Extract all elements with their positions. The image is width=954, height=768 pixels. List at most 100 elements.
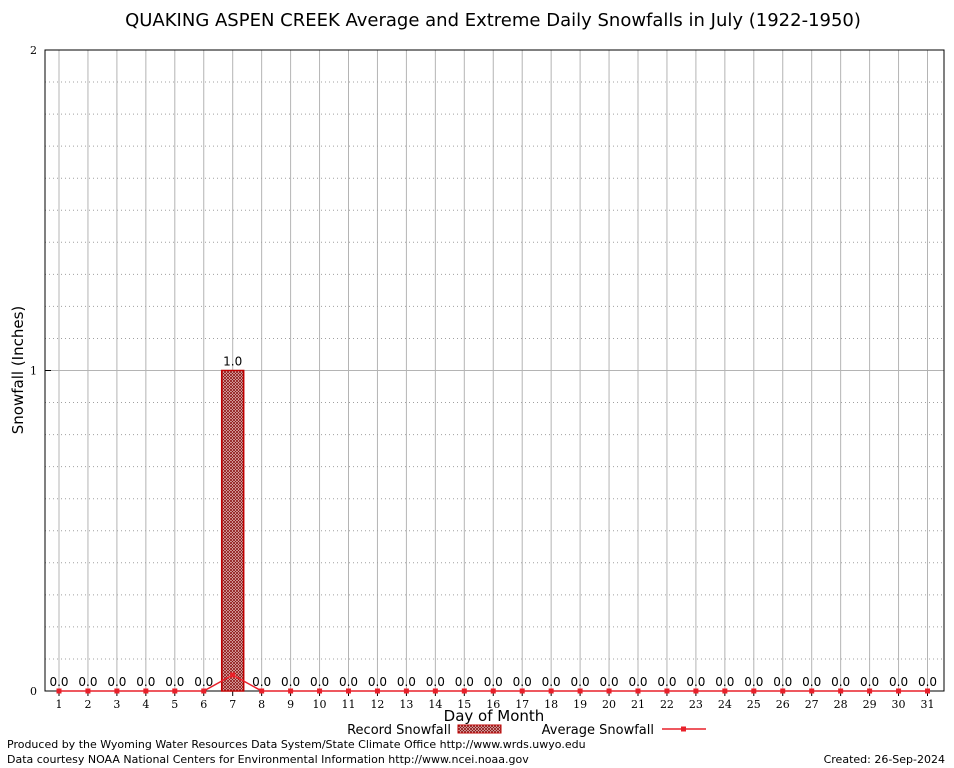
average-point: [288, 688, 294, 694]
record-value-label: 0.0: [310, 675, 329, 689]
average-point: [925, 688, 930, 694]
record-value-label: 0.0: [686, 675, 705, 689]
average-point: [519, 688, 525, 694]
x-tick-label: 25: [747, 698, 761, 711]
x-tick-label: 3: [113, 698, 120, 711]
x-tick-label: 29: [863, 698, 877, 711]
x-tick-label: 21: [631, 698, 645, 711]
x-tick-label: 31: [921, 698, 935, 711]
x-tick-label: 30: [892, 698, 906, 711]
x-tick-label: 17: [515, 698, 529, 711]
record-value-label: 0.0: [918, 675, 937, 689]
record-value-label: 0.0: [715, 675, 734, 689]
record-value-label: 0.0: [831, 675, 850, 689]
average-point: [432, 688, 438, 694]
average-point: [664, 688, 670, 694]
record-bar: [220, 369, 245, 692]
average-point: [403, 688, 409, 694]
data-labels: 0.0 0.0 0.0 0.0 0.0 0.0 1.0 0.0 0.0 0.0 0.0 0.0 0.0 0…: [49, 355, 937, 690]
record-value-label: 0.0: [542, 675, 561, 689]
record-bars: [220, 369, 245, 692]
x-tick-label: 13: [399, 698, 413, 711]
legend-record-swatch: [457, 724, 502, 734]
average-point: [490, 688, 496, 694]
x-tick-label: 19: [573, 698, 587, 711]
record-value-label: 1.0: [223, 355, 242, 369]
x-tick-label: 24: [718, 698, 732, 711]
y-tick-label: 2: [30, 44, 37, 57]
average-point: [780, 688, 786, 694]
average-point: [56, 688, 62, 694]
x-tick-label: 27: [805, 698, 819, 711]
record-value-label: 0.0: [860, 675, 879, 689]
record-value-label: 0.0: [513, 675, 532, 689]
record-value-label: 0.0: [136, 675, 155, 689]
x-tick-label: 5: [171, 698, 178, 711]
average-point: [201, 688, 207, 694]
average-line: [56, 672, 930, 694]
average-point: [230, 672, 236, 678]
record-value-label: 0.0: [600, 675, 619, 689]
average-point: [317, 688, 323, 694]
x-tick-label: 4: [142, 698, 149, 711]
average-point: [143, 688, 149, 694]
average-point: [374, 688, 380, 694]
grid: [45, 50, 944, 691]
x-tick-label: 12: [370, 698, 384, 711]
record-value-label: 0.0: [397, 675, 416, 689]
record-value-label: 0.0: [744, 675, 763, 689]
average-point: [751, 688, 757, 694]
record-value-label: 0.0: [49, 675, 68, 689]
average-point: [867, 688, 873, 694]
record-value-label: 0.0: [368, 675, 387, 689]
average-point: [461, 688, 467, 694]
x-tick-label: 28: [834, 698, 848, 711]
record-value-label: 0.0: [281, 675, 300, 689]
record-value-label: 0.0: [571, 675, 590, 689]
record-value-label: 0.0: [165, 675, 184, 689]
average-point: [172, 688, 178, 694]
record-value-label: 0.0: [455, 675, 474, 689]
record-value-label: 0.0: [484, 675, 503, 689]
record-value-label: 0.0: [889, 675, 908, 689]
record-value-label: 0.0: [657, 675, 676, 689]
record-value-label: 0.0: [802, 675, 821, 689]
legend-average-marker: [681, 726, 686, 732]
average-point: [635, 688, 641, 694]
legend: Record Snowfall Average Snowfall: [347, 723, 706, 738]
x-tick-label: 26: [776, 698, 790, 711]
x-tick-label: 6: [200, 698, 207, 711]
footer-created: Created: 26-Sep-2024: [824, 753, 945, 766]
x-tick-label: 16: [486, 698, 500, 711]
x-tick-label: 20: [602, 698, 616, 711]
average-point: [259, 688, 265, 694]
x-tick-label: 14: [428, 698, 442, 711]
y-tick-label: 0: [30, 685, 37, 698]
y-axis: 0 1 2: [30, 44, 51, 698]
record-value-label: 0.0: [426, 675, 445, 689]
average-point: [809, 688, 815, 694]
x-tick-label: 7: [229, 698, 236, 711]
record-value-label: 0.0: [628, 675, 647, 689]
average-point: [114, 688, 120, 694]
y-tick-label: 1: [30, 365, 37, 378]
record-value-label: 0.0: [339, 675, 358, 689]
record-value-label: 0.0: [252, 675, 271, 689]
x-tick-label: 8: [258, 698, 265, 711]
record-value-label: 0.0: [107, 675, 126, 689]
footer-courtesy: Data courtesy NOAA National Centers for …: [7, 753, 529, 766]
x-tick-label: 2: [84, 698, 91, 711]
x-tick-label: 18: [544, 698, 558, 711]
y-axis-label: Snowfall (Inches): [9, 306, 27, 434]
legend-record-label: Record Snowfall: [347, 723, 451, 738]
x-tick-label: 9: [287, 698, 294, 711]
record-value-label: 0.0: [194, 675, 213, 689]
x-tick-label: 22: [660, 698, 674, 711]
x-axis-label: Day of Month: [444, 707, 545, 725]
average-point: [346, 688, 351, 694]
x-tick-label: 15: [457, 698, 471, 711]
x-tick-label: 11: [342, 698, 356, 711]
record-value-label: 0.0: [78, 675, 97, 689]
record-value-label: 0.0: [773, 675, 792, 689]
